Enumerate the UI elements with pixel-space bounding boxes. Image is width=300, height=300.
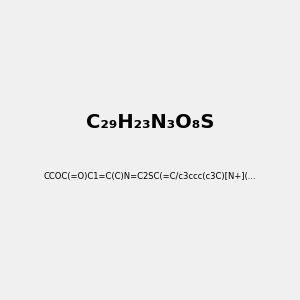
Text: C₂₉H₂₃N₃O₈S: C₂₉H₂₃N₃O₈S xyxy=(86,113,214,133)
Text: CCOC(=O)C1=C(C)N=C2SC(=C/c3ccc(c3C)[N+](...: CCOC(=O)C1=C(C)N=C2SC(=C/c3ccc(c3C)[N+](… xyxy=(44,172,256,182)
